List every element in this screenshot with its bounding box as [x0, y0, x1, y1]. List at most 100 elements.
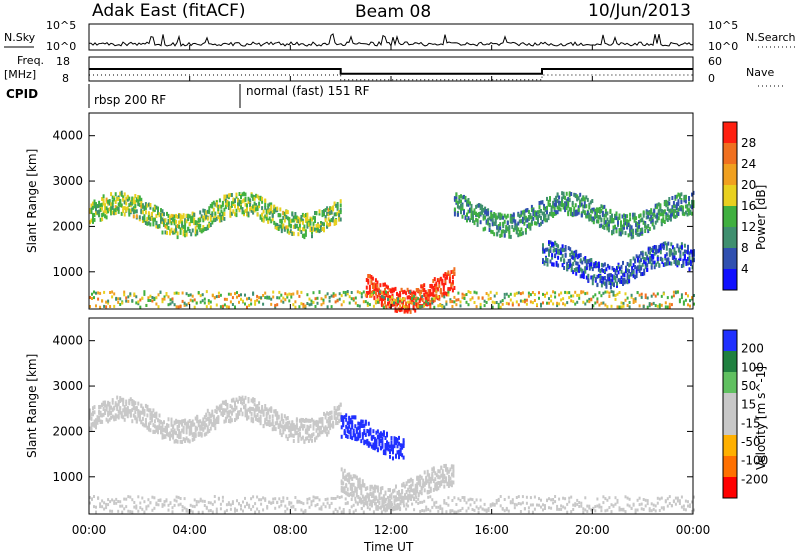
- velocity-cell: [328, 504, 331, 508]
- power-cell: [429, 302, 432, 307]
- power-cell: [669, 208, 672, 213]
- power-cell: [113, 210, 116, 215]
- velocity-cell: [246, 416, 248, 421]
- velocity-cell: [438, 483, 441, 488]
- power-cell: [496, 231, 499, 236]
- power-cell: [173, 228, 176, 233]
- power-cell: [652, 253, 655, 258]
- power-cell: [97, 291, 100, 295]
- velocity-cell: [348, 480, 351, 485]
- power-cell: [439, 288, 442, 292]
- power-cell: [448, 273, 451, 278]
- power-cell: [179, 213, 182, 218]
- velocity-cell: [116, 403, 119, 408]
- power-cell: [370, 278, 373, 283]
- power-cell: [691, 205, 693, 210]
- power-cell: [603, 281, 606, 286]
- power-cell: [592, 295, 595, 299]
- power-cell: [549, 197, 551, 202]
- power-cell: [644, 251, 647, 256]
- power-cell: [635, 216, 638, 221]
- power-cell: [461, 206, 464, 211]
- power-cell: [576, 209, 579, 214]
- power-cell: [634, 297, 637, 301]
- power-cell: [442, 287, 445, 292]
- velocity-cell: [384, 499, 387, 503]
- power-cell: [460, 204, 462, 208]
- velocity-cell: [370, 494, 373, 498]
- power-cell: [217, 215, 220, 220]
- power-cell: [553, 202, 556, 207]
- power-cell: [592, 220, 595, 225]
- power-cell: [684, 204, 687, 209]
- power-cell: [153, 205, 156, 210]
- velocity-cell: [375, 445, 378, 449]
- velocity-cell: [340, 481, 343, 486]
- power-cell: [546, 210, 548, 215]
- velocity-cell: [366, 429, 369, 433]
- power-cell: [569, 252, 572, 257]
- power-cell: [600, 280, 603, 285]
- power-cell: [220, 209, 223, 214]
- power-cell: [460, 194, 462, 199]
- power-cell: [393, 301, 395, 305]
- velocity-cell: [432, 479, 435, 484]
- power-cell: [387, 298, 389, 301]
- power-cell: [659, 212, 662, 217]
- power-cell: [114, 192, 117, 197]
- power-cell: [199, 210, 202, 215]
- velocity-cell: [158, 423, 161, 428]
- power-cell: [526, 224, 529, 229]
- power-cell: [123, 212, 126, 217]
- velocity-cell: [211, 422, 214, 427]
- power-cell: [407, 300, 410, 304]
- power-cell: [500, 233, 503, 238]
- power-cell: [588, 297, 591, 301]
- power-cell: [373, 288, 376, 293]
- power-cell: [176, 224, 179, 228]
- velocity-cell: [93, 419, 96, 424]
- velocity-cell: [354, 496, 357, 501]
- velocity-cell: [300, 436, 303, 441]
- power-cell: [298, 223, 301, 228]
- velocity-cell: [200, 426, 203, 431]
- power-cell: [670, 295, 673, 299]
- velocity-cell: [358, 425, 361, 430]
- power-cell: [202, 225, 205, 229]
- velocity-cell: [310, 500, 313, 504]
- velocity-cell: [363, 431, 366, 435]
- velocity-cell: [292, 504, 295, 508]
- velocity-cell: [404, 484, 407, 489]
- velocity-cell: [405, 507, 408, 511]
- velocity-cell: [527, 506, 530, 510]
- velocity-cell: [96, 417, 99, 422]
- velocity-cell: [310, 503, 313, 507]
- power-cell: [238, 192, 241, 196]
- power-cell: [614, 225, 616, 229]
- power-cell: [487, 211, 490, 216]
- power-cell: [478, 212, 481, 216]
- velocity-cell: [285, 421, 288, 426]
- velocity-cell: [187, 424, 190, 429]
- velocity-cell: [403, 504, 406, 508]
- velocity-cell: [408, 485, 411, 489]
- power-cell: [199, 223, 202, 228]
- power-cell: [479, 211, 482, 216]
- power-cell: [614, 213, 616, 218]
- power-cell: [442, 283, 445, 287]
- velocity-cell: [113, 501, 116, 505]
- power-cell: [185, 219, 188, 224]
- velocity-cell: [521, 495, 524, 499]
- power-cell: [513, 293, 516, 297]
- velocity-cell: [361, 424, 364, 428]
- velocity-cell: [382, 451, 385, 455]
- velocity-cell: [139, 501, 142, 505]
- velocity-cell: [402, 481, 405, 486]
- velocity-cell: [202, 422, 205, 427]
- power-cell: [596, 282, 599, 287]
- power-cell: [624, 214, 627, 219]
- power-cell: [473, 290, 476, 294]
- power-cell: [665, 203, 668, 208]
- power-cell: [607, 225, 610, 230]
- velocity-cell: [172, 432, 175, 436]
